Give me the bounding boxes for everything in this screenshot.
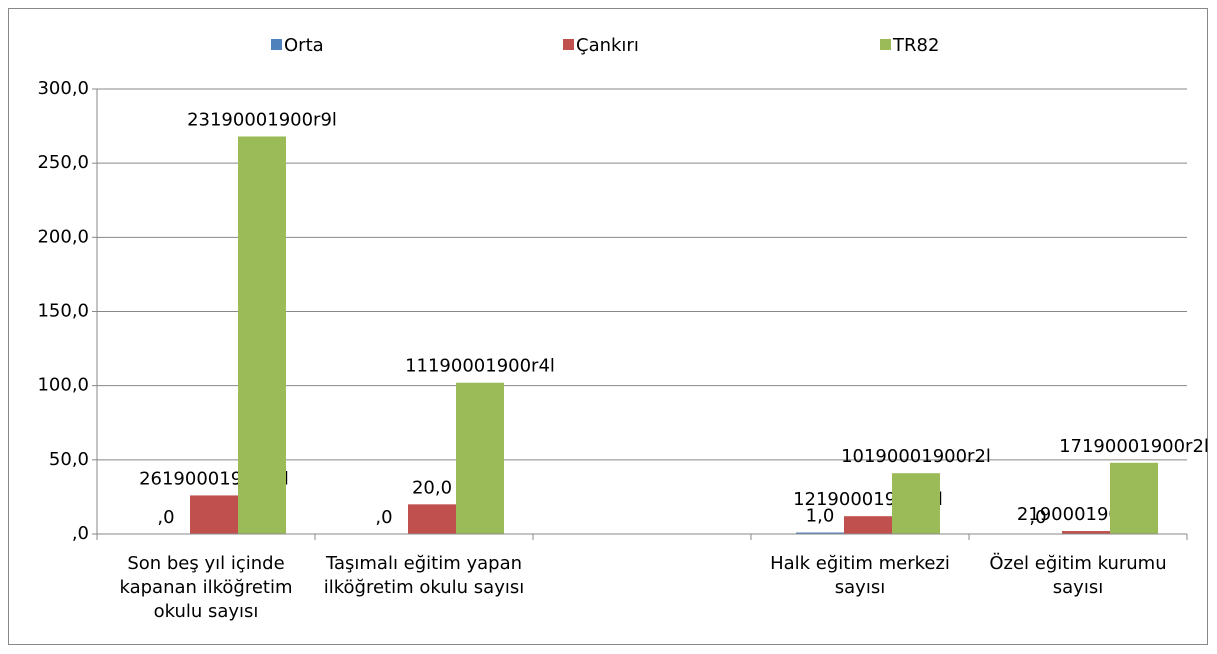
bar [892, 473, 940, 534]
y-tick-label: 200,0 [37, 226, 89, 247]
bar [1062, 531, 1110, 534]
x-tick-label: Halk eğitim merkezi sayısı [770, 553, 950, 598]
data-label: 11190001900r4l [405, 356, 555, 377]
y-tick-label: 100,0 [37, 375, 89, 396]
legend-label: Orta [284, 35, 324, 56]
bar [844, 516, 892, 534]
x-tick-label: Taşımalı eğitim yapan ilköğretim okulu s… [323, 553, 525, 598]
legend-swatch [271, 39, 282, 50]
legend-swatch [563, 39, 574, 50]
bar [796, 532, 844, 534]
y-tick-label: 250,0 [37, 152, 89, 173]
data-label: 23190001900r9l [187, 109, 337, 130]
bar [1110, 462, 1158, 534]
data-label: ,0 [1029, 507, 1046, 528]
legend-swatch [880, 39, 891, 50]
legend-label: Çankırı [576, 35, 639, 56]
data-label: 20,0 [412, 477, 452, 498]
bar [456, 382, 504, 534]
legend-label: TR82 [892, 35, 939, 56]
data-label: 1,0 [806, 506, 835, 527]
bar [238, 136, 286, 534]
bar [408, 504, 456, 534]
data-label: 17190001900r2l [1059, 436, 1209, 457]
x-tick-label: Son beş yıl içinde kapanan ilköğretim ok… [119, 553, 293, 622]
y-tick-label: 50,0 [49, 449, 89, 470]
y-tick-label: ,0 [72, 523, 89, 544]
y-tick-label: 150,0 [37, 301, 89, 322]
chart-border [8, 8, 1208, 645]
data-label: ,0 [157, 507, 174, 528]
data-label: 10190001900r2l [841, 446, 991, 467]
x-tick-label: Özel eğitim kurumu sayısı [989, 553, 1167, 598]
y-tick-label: 300,0 [37, 78, 89, 99]
data-label: ,0 [375, 507, 392, 528]
bar [190, 495, 238, 534]
